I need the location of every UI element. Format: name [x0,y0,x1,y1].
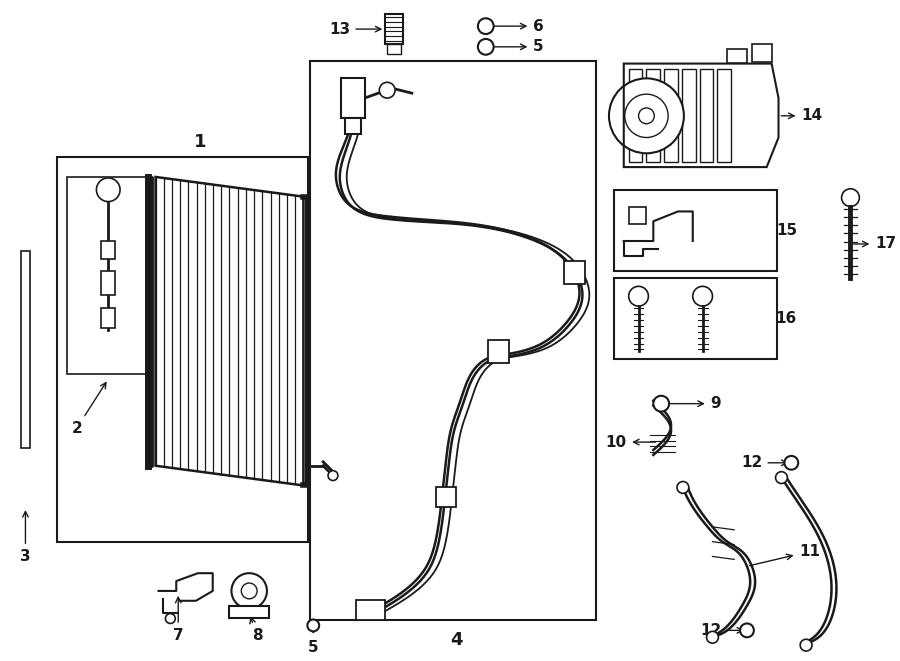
Circle shape [478,19,494,34]
Circle shape [625,94,668,137]
Circle shape [638,108,654,124]
Circle shape [379,83,395,98]
Bar [102,270,115,295]
Text: 17: 17 [853,237,896,251]
Text: 12: 12 [742,455,787,470]
Circle shape [800,639,812,651]
Circle shape [740,623,754,637]
Bar [387,44,401,54]
Circle shape [231,573,267,609]
Bar [664,69,678,162]
Circle shape [653,396,669,412]
Bar [717,69,731,162]
Text: 11: 11 [750,544,820,566]
Text: 16: 16 [776,311,797,327]
Bar [752,44,771,61]
Circle shape [241,583,257,599]
Circle shape [629,286,648,306]
Bar [102,241,115,258]
Text: 15: 15 [776,223,797,238]
Circle shape [328,471,338,481]
Bar [563,260,585,284]
Text: 5: 5 [308,627,319,654]
Circle shape [785,456,798,470]
Bar [385,15,403,44]
Text: 3: 3 [20,512,31,564]
Bar [345,118,361,134]
Circle shape [677,481,688,493]
Text: 10: 10 [606,434,655,449]
Bar [57,157,309,541]
Text: 7: 7 [173,598,184,642]
Bar [682,69,696,162]
Bar [341,79,365,118]
Polygon shape [156,177,303,485]
Circle shape [842,189,859,206]
Bar [102,308,115,328]
Bar [614,278,777,360]
Text: 6: 6 [489,19,544,34]
Text: 12: 12 [700,623,742,638]
Bar [629,206,646,224]
Bar [21,251,31,448]
Circle shape [706,631,718,643]
Bar [230,605,269,617]
Bar [356,600,385,619]
Circle shape [166,613,176,623]
Text: 14: 14 [781,108,823,124]
Text: 8: 8 [250,617,263,642]
Bar [488,340,509,364]
Bar [436,487,456,507]
Circle shape [308,619,320,631]
Text: 2: 2 [71,383,106,436]
Circle shape [478,39,494,55]
Text: 9: 9 [664,396,721,411]
Circle shape [693,286,713,306]
Bar [67,177,150,374]
Bar [629,69,643,162]
Bar [646,69,661,162]
Bar [614,190,777,270]
Bar [310,61,596,619]
Text: 5: 5 [489,40,544,54]
Circle shape [609,79,684,153]
Text: 13: 13 [329,22,381,36]
Circle shape [96,178,120,202]
Text: 4: 4 [450,631,463,649]
Bar [727,49,747,63]
Circle shape [776,472,788,483]
Text: 1: 1 [194,134,206,151]
Bar [699,69,714,162]
